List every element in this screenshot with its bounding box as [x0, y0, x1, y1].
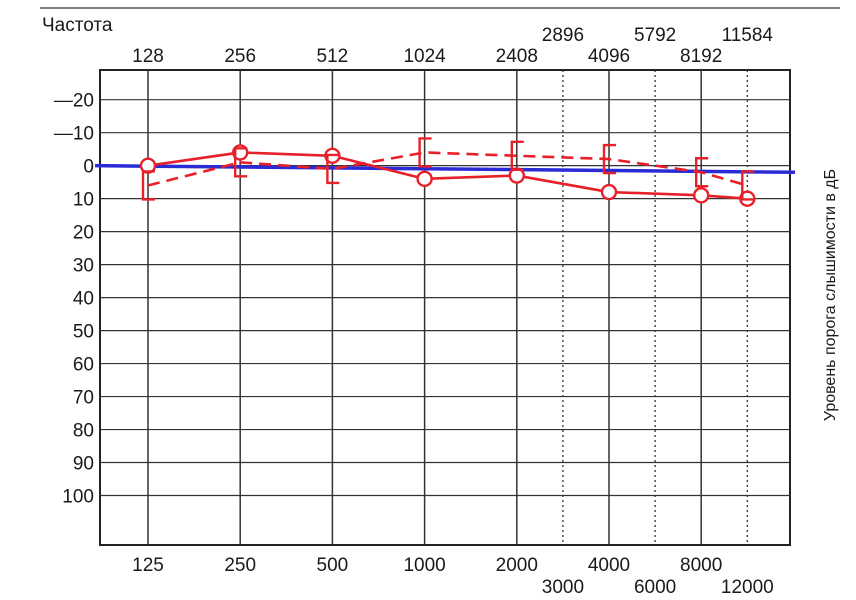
top-tick-label: 512	[317, 46, 349, 67]
y-tick-label: 80	[73, 421, 94, 442]
bone-conduction-marker	[141, 170, 155, 201]
air-conduction-line	[147, 151, 748, 200]
y-axis-label: Уровень порога слышимости в дБ	[822, 169, 839, 421]
bottom-tick-label: 500	[317, 555, 349, 576]
top-tick-label: 8192	[680, 46, 722, 67]
bottom-tick-label: 6000	[634, 577, 676, 598]
air-conduction-marker	[693, 187, 710, 204]
top-tick-label: 256	[224, 46, 256, 67]
db-axis-labels: —20 —10 0 10 20 30 40 50 60 70 80 90 100	[54, 91, 94, 508]
top-tick-label: 2896	[542, 25, 584, 46]
top-tick-label: 5792	[634, 25, 676, 46]
top-tick-label: 2408	[496, 46, 538, 67]
y-tick-label: 30	[73, 256, 94, 277]
bone-conduction-marker	[326, 153, 340, 185]
reference-line	[94, 163, 796, 175]
frequency-header: Частота	[42, 15, 113, 36]
air-conduction-marker	[139, 157, 157, 174]
bone-conduction-line	[147, 151, 748, 187]
series-layer	[94, 137, 796, 207]
air-conduction-marker	[416, 170, 433, 188]
y-tick-label: 0	[83, 157, 94, 178]
top-tick-label: 11584	[722, 25, 774, 46]
bone-conduction-marker	[602, 143, 616, 175]
bottom-tick-label: 3000	[542, 577, 584, 598]
y-tick-label: —10	[54, 124, 94, 145]
bottom-tick-label: 2000	[496, 555, 538, 576]
y-tick-label: 10	[73, 190, 94, 211]
bottom-tick-label: 12000	[721, 577, 774, 598]
bottom-tick-label: 250	[224, 555, 256, 576]
y-tick-label: 20	[73, 223, 94, 244]
air-conduction-marker	[600, 183, 618, 201]
bottom-tick-label: 8000	[680, 555, 722, 576]
plot-frame	[99, 69, 791, 546]
bone-conduction-marker	[418, 137, 432, 168]
bottom-tick-label: 4000	[588, 555, 630, 576]
y-tick-label: 40	[73, 289, 94, 310]
y-tick-label: 70	[73, 388, 94, 409]
top-tick-label: 128	[132, 46, 164, 67]
air-conduction-marker	[508, 167, 525, 184]
y-tick-label: —20	[54, 91, 94, 112]
bone-conduction-marker	[234, 147, 248, 178]
y-tick-label: 50	[73, 322, 94, 343]
bone-conduction-marker	[510, 140, 524, 171]
bottom-tick-label: 1000	[403, 555, 445, 576]
top-tick-label: 4096	[588, 46, 630, 67]
top-tick-label: 1024	[403, 46, 446, 67]
grid	[99, 69, 791, 546]
y-tick-label: 100	[62, 487, 94, 508]
y-tick-label: 60	[73, 355, 94, 376]
bone-conduction-marker	[695, 157, 709, 188]
y-tick-label: 90	[73, 454, 94, 475]
bone-conduction-marker	[741, 170, 755, 201]
bottom-tick-label: 125	[132, 555, 164, 576]
